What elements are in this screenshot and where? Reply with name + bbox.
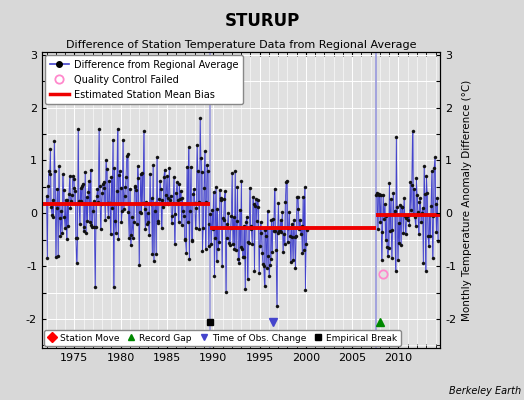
Text: STURUP: STURUP xyxy=(224,12,300,30)
Text: Berkeley Earth: Berkeley Earth xyxy=(449,386,521,396)
Y-axis label: Monthly Temperature Anomaly Difference (°C): Monthly Temperature Anomaly Difference (… xyxy=(462,79,472,321)
Title: Difference of Station Temperature Data from Regional Average: Difference of Station Temperature Data f… xyxy=(66,40,416,50)
Legend: Station Move, Record Gap, Time of Obs. Change, Empirical Break: Station Move, Record Gap, Time of Obs. C… xyxy=(43,330,401,346)
